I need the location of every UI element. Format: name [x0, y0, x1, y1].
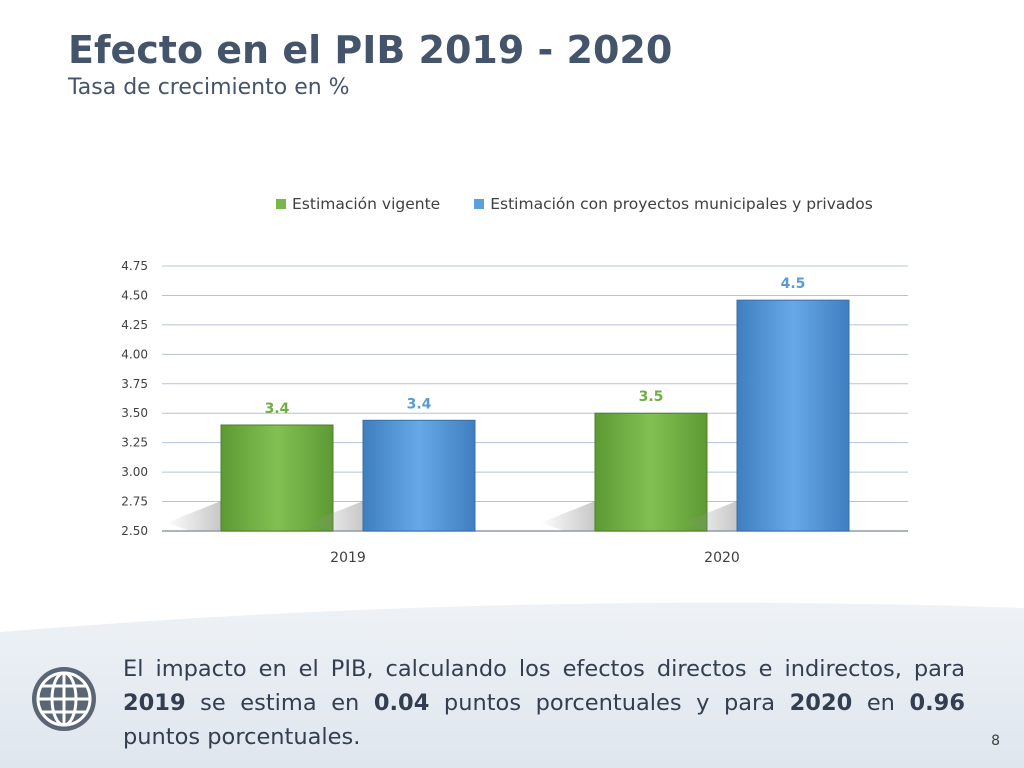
- y-tick-label: 2.50: [121, 524, 148, 538]
- globe-icon: [32, 667, 96, 731]
- y-tick-label: 3.00: [121, 465, 148, 479]
- bar-estimacion-vigente-2019: [220, 424, 334, 532]
- bar-shadow: [166, 501, 221, 531]
- y-tick-label: 4.75: [121, 259, 148, 273]
- bar-chart: 2.50 2.75 3.00 3.25 3.50 3.75 4.00 4.25 4.50 4.75…: [121, 259, 908, 566]
- bar-shadow: [308, 501, 363, 531]
- x-tick-label: 2020: [704, 550, 740, 566]
- footer-bold-value-2020: 0.96: [909, 690, 965, 716]
- x-tick-label: 2019: [330, 550, 366, 566]
- legend-item-series-2: Estimación con proyectos municipales y p…: [474, 195, 873, 213]
- bar-shadow: [540, 501, 595, 531]
- legend-label-series-2: Estimación con proyectos municipales y p…: [490, 195, 873, 213]
- footer-text: El impacto en el PIB, calculando los efe…: [123, 652, 965, 754]
- slide-subtitle: Tasa de crecimiento en %: [68, 75, 350, 100]
- slide-title: Efecto en el PIB 2019 - 2020: [68, 28, 673, 72]
- bar-estimacion-vigente-2020: [594, 412, 708, 532]
- y-tick-label: 4.00: [121, 347, 148, 361]
- footer-bold-year-2020: 2020: [789, 690, 853, 716]
- footer-text-part: puntos porcentuales y para: [429, 690, 790, 716]
- y-tick-label: 3.25: [121, 436, 148, 450]
- footer-bold-value-2019: 0.04: [373, 690, 430, 716]
- data-label: 3.4: [265, 401, 290, 417]
- footer-text-part: se estima en: [185, 690, 374, 716]
- bar-estimacion-proyectos-2019: [362, 419, 476, 532]
- y-tick-label: 4.25: [121, 318, 148, 332]
- y-tick-label: 4.50: [121, 288, 148, 302]
- bar-estimacion-proyectos-2020: [736, 299, 850, 532]
- footer-bold-year-2019: 2019: [123, 690, 186, 716]
- legend-label-series-1: Estimación vigente: [292, 195, 441, 213]
- y-tick-label: 3.75: [121, 377, 148, 391]
- legend-item-series-1: Estimación vigente: [276, 195, 440, 213]
- chart-legend: Estimación vigente Estimación con proyec…: [276, 195, 873, 213]
- y-tick-label: 2.75: [121, 495, 148, 509]
- page-number: 8: [991, 733, 1000, 749]
- footer-text-part: en: [852, 690, 910, 716]
- data-label: 4.5: [781, 276, 806, 292]
- data-label: 3.5: [639, 389, 664, 405]
- legend-swatch-series-1: [276, 199, 286, 209]
- footer-text-part: El impacto en el PIB, calculando los efe…: [123, 656, 965, 682]
- footer-text-part: puntos porcentuales.: [123, 724, 361, 750]
- footer-band: [0, 602, 1024, 768]
- bar-shadow: [682, 501, 737, 531]
- y-tick-label: 3.50: [121, 406, 148, 420]
- legend-swatch-series-2: [474, 199, 485, 209]
- data-label: 3.4: [407, 396, 432, 412]
